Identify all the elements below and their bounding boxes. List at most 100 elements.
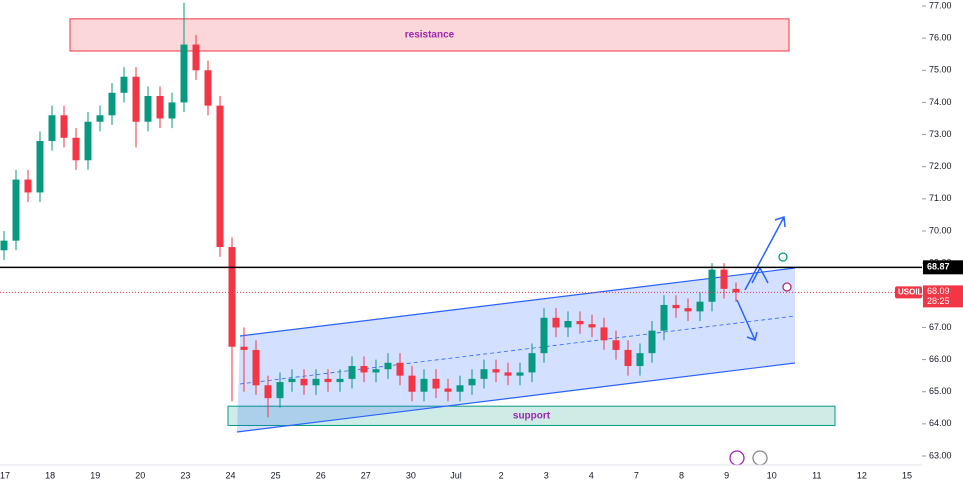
- candle-body: [204, 70, 212, 106]
- candle-body: [696, 301, 704, 312]
- x-tick-label: 8: [679, 470, 684, 480]
- y-tick-label: 71.00: [929, 193, 952, 203]
- candle-body: [432, 378, 440, 389]
- candle-body: [288, 378, 296, 383]
- candle-body: [240, 346, 248, 350]
- y-tick-label: 63.00: [929, 450, 952, 460]
- candle-body: [732, 288, 740, 293]
- candle-body: [372, 369, 380, 373]
- candle-body: [108, 92, 116, 116]
- candle-body: [444, 388, 452, 392]
- y-tick-label: 77.00: [929, 0, 952, 10]
- symbol-label: USOIL: [898, 288, 923, 297]
- level-label: 68.87: [927, 262, 950, 272]
- candle-body: [408, 375, 416, 392]
- price-axis: [922, 0, 963, 486]
- x-tick-label: Jul: [450, 470, 462, 480]
- y-tick-label: 67.00: [929, 322, 952, 332]
- candle-body: [228, 247, 236, 347]
- y-tick-label: 65.00: [929, 386, 952, 396]
- x-tick-label: 24: [225, 470, 235, 480]
- candle-body: [552, 317, 560, 328]
- channel-bottom: [236, 362, 796, 433]
- x-tick-label: 25: [271, 470, 281, 480]
- x-tick-label: 27: [361, 470, 371, 480]
- level-tag: [923, 260, 963, 275]
- candle-body: [348, 366, 356, 379]
- x-tick-label: 9: [724, 470, 729, 480]
- candle-body: [132, 76, 140, 122]
- candle-body: [48, 115, 56, 141]
- y-tick-label: 72.00: [929, 161, 952, 171]
- y-tick-label: 66.00: [929, 354, 952, 364]
- marker-red: [782, 282, 792, 292]
- candle-body: [168, 102, 176, 119]
- candle-body: [120, 76, 128, 93]
- candle-body: [12, 179, 20, 241]
- price-label: 68.09: [927, 286, 950, 296]
- support-label: support: [513, 410, 551, 421]
- x-tick-label: 23: [180, 470, 190, 480]
- x-tick-label: 12: [857, 470, 867, 480]
- flag-icon[interactable]: [752, 450, 768, 466]
- x-tick-label: 7: [634, 470, 639, 480]
- resistance-label: resistance: [405, 30, 455, 41]
- candle-body: [480, 369, 488, 379]
- candle-body: [492, 369, 500, 373]
- x-tick-label: 19: [90, 470, 100, 480]
- x-tick-label: 30: [406, 470, 416, 480]
- candle-body: [276, 382, 284, 399]
- channel: [237, 268, 795, 432]
- symbol-tag: [895, 286, 922, 299]
- x-tick-label: 20: [135, 470, 145, 480]
- x-tick-label: 15: [902, 470, 912, 480]
- candle-body: [624, 349, 632, 366]
- candle-body: [24, 179, 32, 193]
- candle-body: [420, 378, 428, 392]
- candle-body: [264, 385, 272, 399]
- candle-body: [504, 372, 512, 376]
- candle-body: [156, 96, 164, 119]
- candle-body: [528, 353, 536, 373]
- arrows: [736, 215, 786, 341]
- y-tick-label: 73.00: [929, 129, 952, 139]
- y-tick-label: 76.00: [929, 33, 952, 43]
- y-tick-label: 75.00: [929, 65, 952, 75]
- candle-body: [516, 372, 524, 376]
- candle-body: [84, 121, 92, 161]
- candle-body: [396, 362, 404, 376]
- x-tick-label: 4: [589, 470, 594, 480]
- x-tick-label: 10: [767, 470, 777, 480]
- event-icon[interactable]: [729, 450, 745, 466]
- candle-body: [576, 321, 584, 325]
- candle-body: [192, 44, 200, 71]
- candle-body: [540, 317, 548, 354]
- candle-body: [60, 115, 68, 138]
- candle-body: [708, 269, 716, 302]
- marker-green: [778, 252, 788, 262]
- x-tick-label: 26: [316, 470, 326, 480]
- candle-body: [300, 378, 308, 386]
- candle-body: [720, 269, 728, 289]
- price-tag: [923, 285, 963, 308]
- resistance-zone: [69, 18, 790, 52]
- x-tick-label: 3: [544, 470, 549, 480]
- candle-body: [672, 304, 680, 309]
- candle-body: [180, 44, 188, 103]
- candle-body: [36, 141, 44, 193]
- y-tick-label: 70.00: [929, 225, 952, 235]
- candle-body: [564, 321, 572, 328]
- candle-body: [336, 378, 344, 383]
- candle-body: [684, 308, 692, 312]
- candle-body: [72, 137, 80, 161]
- channel-mid: [239, 315, 796, 385]
- countdown-label: 28:25: [927, 296, 950, 306]
- candle-body: [360, 366, 368, 373]
- candle-body: [660, 304, 668, 331]
- support-zone: [227, 405, 836, 426]
- candle-body: [252, 349, 260, 386]
- candle-body: [588, 324, 596, 328]
- candle-body: [648, 330, 656, 354]
- x-tick-label: 17: [0, 470, 10, 480]
